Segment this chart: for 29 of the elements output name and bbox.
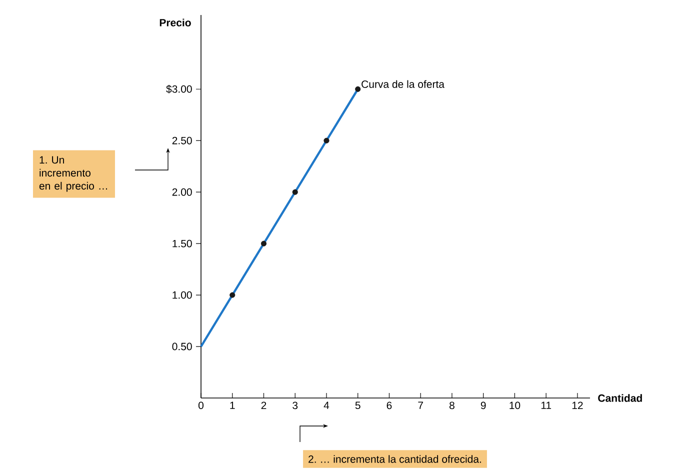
- x-axis-title: Cantidad: [598, 394, 642, 402]
- x-tick-label: 6: [386, 402, 392, 410]
- y-tick-label: 1.50: [172, 240, 192, 248]
- y-axis-title: Precio: [160, 18, 191, 26]
- x-tick-label: 11: [541, 402, 552, 409]
- y-tick-label: 0.50: [172, 342, 192, 350]
- text: 2. … incrementa la cantidad ofrecida.: [308, 455, 481, 463]
- x-tick-label: 12: [572, 402, 583, 410]
- x-tick-label: 7: [418, 402, 423, 409]
- point: [230, 292, 236, 298]
- x-tick-label: 5: [355, 402, 360, 410]
- x-tick-label: 3: [292, 402, 298, 410]
- x-tick-label: 0: [198, 402, 204, 410]
- point: [292, 189, 298, 195]
- y-tick-label: 1.00: [172, 291, 192, 299]
- x-tick-label: 4: [324, 402, 330, 409]
- x-tick-label: 8: [450, 402, 454, 410]
- x-tick-label: 9: [480, 402, 486, 410]
- point: [260, 240, 267, 246]
- y-tick-label: 2.00: [172, 188, 192, 196]
- x-tick-label: 1: [230, 402, 235, 409]
- annotation: Curva de la oferta: [362, 80, 445, 88]
- x-tick-label: 10: [510, 402, 520, 410]
- y-tick-label: 2.50: [172, 136, 192, 144]
- point: [355, 86, 361, 92]
- y-tick-label: $3.00: [166, 84, 192, 94]
- point: [324, 138, 330, 144]
- x-tick-label: 2: [261, 402, 266, 410]
- text: 1. Un incremento en el precio …: [39, 156, 108, 192]
